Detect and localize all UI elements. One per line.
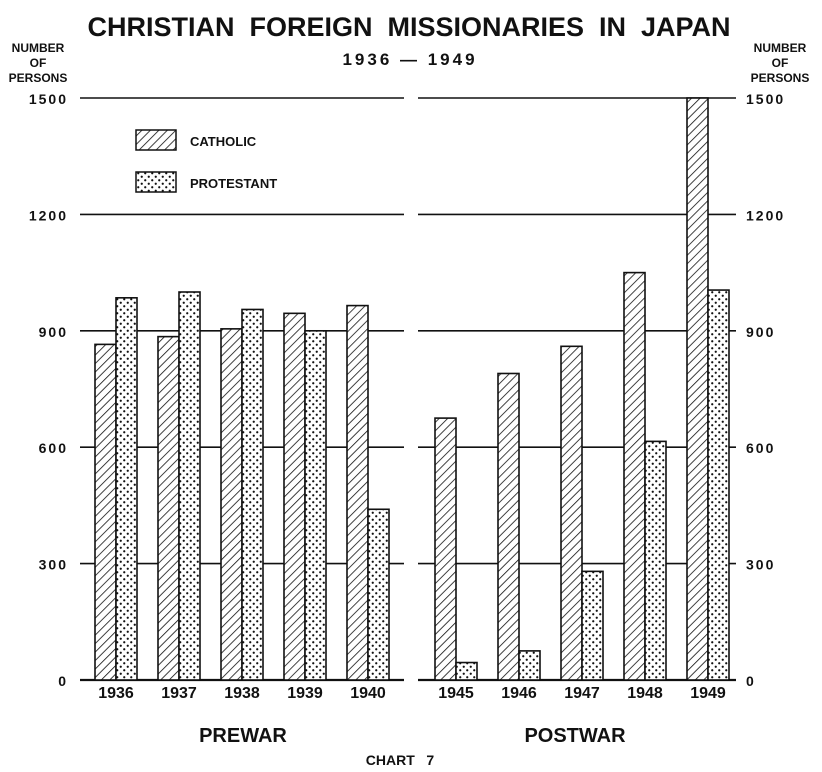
y-tick-label-left: 0 — [58, 673, 68, 689]
x-tick-label: 1946 — [501, 685, 537, 702]
y-axis-label-left-line: PERSONS — [9, 71, 68, 85]
y-axis-label-left-line: NUMBER — [12, 41, 65, 55]
x-tick-label: 1945 — [438, 685, 474, 702]
x-tick-label: 1947 — [564, 685, 600, 702]
chart-caption: CHART 7 — [366, 752, 435, 768]
bar-catholic — [346, 304, 369, 681]
bar-catholic — [283, 312, 306, 681]
legend-swatch-protestant — [135, 171, 177, 193]
x-tick-label: 1949 — [690, 685, 726, 702]
y-tick-label-right: 300 — [746, 557, 775, 573]
bar-protestant — [455, 661, 478, 681]
bar-protestant — [115, 297, 138, 681]
bar-catholic — [157, 335, 180, 681]
y-axis-label-right-line: OF — [772, 56, 789, 70]
group-label-prewar: PREWAR — [199, 725, 287, 747]
y-tick-label-left: 900 — [39, 324, 68, 340]
y-tick-label-right: 1200 — [746, 207, 785, 223]
y-tick-label-left: 300 — [39, 557, 68, 573]
legend-label-catholic: CATHOLIC — [190, 134, 257, 149]
bar-protestant — [304, 329, 327, 681]
y-axis-label-right-line: PERSONS — [751, 71, 810, 85]
y-tick-label-left: 600 — [39, 440, 68, 456]
x-tick-label: 1938 — [224, 685, 260, 702]
x-tick-label: 1937 — [161, 685, 197, 702]
bar-protestant — [581, 570, 604, 681]
bar-protestant — [518, 650, 541, 681]
chart-subtitle: 1936 — 1949 — [342, 50, 477, 69]
bar-protestant — [367, 508, 390, 681]
bar-protestant — [178, 291, 201, 681]
bar-protestant — [241, 308, 264, 681]
y-axis-label-left: NUMBER OF PERSONS — [9, 41, 68, 85]
x-tick-label: 1939 — [287, 685, 323, 702]
y-tick-label-right: 600 — [746, 440, 775, 456]
legend-label-protestant: PROTESTANT — [190, 176, 277, 191]
x-tick-label: 1940 — [350, 685, 386, 702]
y-tick-label-right: 900 — [746, 324, 775, 340]
bar-catholic — [434, 417, 457, 681]
y-axis-label-left-line: OF — [30, 56, 47, 70]
legend-swatch-catholic — [135, 129, 177, 151]
bar-catholic — [497, 372, 520, 681]
bars — [94, 97, 730, 681]
group-label-postwar: POSTWAR — [524, 725, 626, 747]
x-tick-label: 1948 — [627, 685, 663, 702]
y-tick-labels: 0 0 300 300 600 600 900 900 1200 1200 1500 1500 — [29, 91, 785, 689]
y-axis-label-right: NUMBER OF PERSONS — [751, 41, 810, 85]
y-tick-label-right: 0 — [746, 673, 756, 689]
y-tick-label-left: 1200 — [29, 207, 68, 223]
y-tick-label-right: 1500 — [746, 91, 785, 107]
bar-catholic — [220, 328, 243, 681]
y-tick-label-left: 1500 — [29, 91, 68, 107]
bar-catholic — [560, 345, 583, 681]
y-axis-label-right-line: NUMBER — [754, 41, 807, 55]
x-tick-label: 1936 — [98, 685, 134, 702]
x-tick-labels: 1936 1937 1938 1939 1940 1945 1946 1947 1948 1949 — [98, 685, 726, 702]
bar-protestant — [707, 289, 730, 681]
chart-title: CHRISTIAN FOREIGN MISSIONARIES IN JAPAN — [87, 12, 730, 42]
bar-catholic — [94, 343, 117, 681]
bar-protestant — [644, 440, 667, 681]
legend: CATHOLIC PROTESTANT — [135, 129, 277, 193]
bar-catholic — [686, 97, 709, 681]
bar-catholic — [623, 271, 646, 681]
